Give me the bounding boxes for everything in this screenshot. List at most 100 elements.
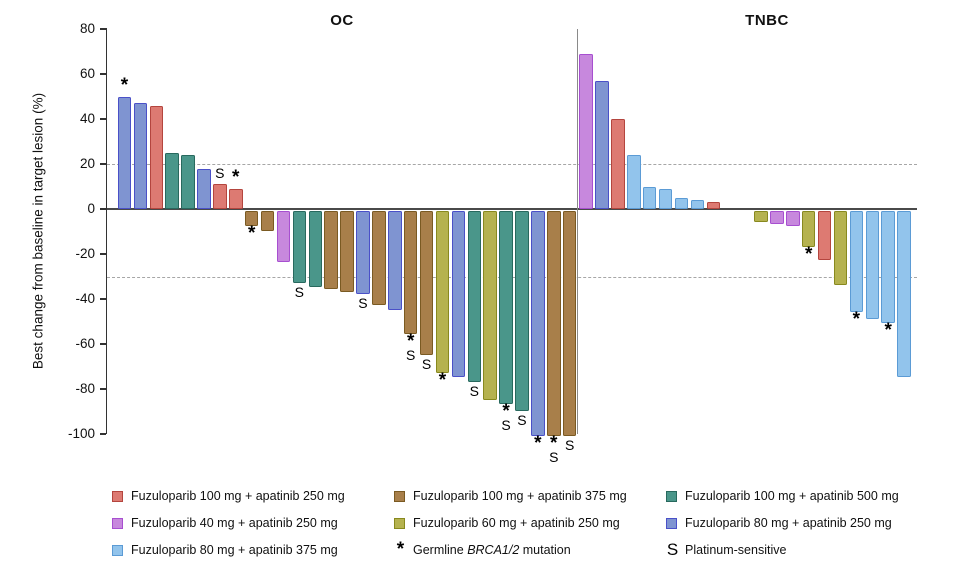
- bar-tnbc-7: [674, 197, 689, 209]
- legend-item-marker-brca: * Germline BRCA1/2 mutation: [394, 540, 571, 560]
- bar-tnbc-9: [706, 202, 720, 209]
- legend-swatch: [112, 517, 123, 529]
- legend-label: Platinum-sensitive: [685, 543, 787, 557]
- brca-mutation-mark: *: [120, 74, 129, 96]
- group-title-oc: OC: [330, 12, 354, 29]
- legend-swatch: [666, 490, 677, 502]
- brca-mutation-mark: *: [534, 432, 542, 454]
- bar-oc-2: [133, 103, 148, 209]
- group-separator-line: [577, 29, 579, 434]
- bar-oc-10: [260, 210, 275, 231]
- legend-label: Fuzuloparib 40 mg + apatinib 250 mg: [131, 516, 338, 530]
- bar-oc-12: [292, 210, 307, 283]
- y-tick-label: -80: [75, 381, 95, 396]
- group-title-tnbc: TNBC: [745, 12, 789, 29]
- bar-tnbc-19: [865, 210, 879, 319]
- platinum-sensitive-mark: S: [469, 382, 479, 399]
- y-tick-mark: [99, 118, 106, 120]
- legend-item-f100a375: Fuzuloparib 100 mg + apatinib 375 mg: [394, 486, 627, 506]
- platinum-sensitive-mark: S: [215, 165, 225, 182]
- y-tick-mark: [99, 208, 106, 210]
- brca-and-platinum-mark: * S: [549, 432, 559, 465]
- bar-tnbc-20: [881, 210, 895, 323]
- y-tick-label: 40: [79, 111, 95, 126]
- platinum-sensitive-mark: S: [358, 294, 368, 311]
- bar-tnbc-15: [801, 210, 816, 247]
- brca-and-platinum-mark: * S: [405, 331, 416, 364]
- bar-tnbc-3: [611, 119, 625, 209]
- y-tick-label: -20: [75, 246, 95, 261]
- bar-oc-24: [483, 210, 497, 400]
- bar-oc-8: [229, 188, 243, 209]
- legend-swatch: [112, 544, 123, 556]
- platinum-sensitive-mark: S: [564, 436, 575, 453]
- bar-tnbc-6: [658, 188, 673, 209]
- brca-mutation-mark: *: [852, 308, 861, 330]
- bar-oc-22: [451, 210, 466, 377]
- legend-item-f100a500: Fuzuloparib 100 mg + apatinib 500 mg: [666, 486, 899, 506]
- s-marker-icon: S: [666, 540, 679, 559]
- y-tick-label: -100: [67, 426, 95, 441]
- legend-swatch: [666, 517, 677, 529]
- legend-label: Fuzuloparib 100 mg + apatinib 250 mg: [131, 489, 345, 503]
- bar-oc-1: [117, 96, 132, 209]
- legend-swatch: [394, 517, 405, 529]
- brca-mutation-mark: *: [804, 243, 813, 265]
- bar-tnbc-14: [786, 210, 800, 227]
- y-tick-label: 60: [79, 66, 95, 81]
- y-tick-mark: [99, 433, 106, 435]
- bar-oc-5: [181, 155, 195, 209]
- legend-item-f100a250: Fuzuloparib 100 mg + apatinib 250 mg: [112, 486, 345, 506]
- y-tick-mark: [99, 343, 106, 345]
- y-tick-mark: [99, 388, 106, 390]
- bar-oc-11: [276, 210, 291, 263]
- bar-tnbc-12: [754, 210, 768, 222]
- bar-oc-9: [244, 210, 259, 227]
- brca-mutation-mark: *: [247, 223, 256, 245]
- bar-oc-19: [403, 210, 418, 335]
- zero-baseline: [107, 208, 917, 210]
- legend-label: Fuzuloparib 100 mg + apatinib 500 mg: [685, 489, 899, 503]
- y-tick-mark: [99, 73, 106, 75]
- bar-oc-29: [562, 210, 577, 436]
- bar-tnbc-21: [897, 210, 911, 377]
- legend-item-marker-platinum: S Platinum-sensitive: [666, 540, 787, 560]
- bar-oc-28: [547, 210, 561, 436]
- y-tick-label: 20: [79, 156, 95, 171]
- y-axis-line: [105, 28, 107, 434]
- legend-label: Fuzuloparib 80 mg + apatinib 250 mg: [685, 516, 892, 530]
- brca-and-platinum-mark: * S: [501, 401, 511, 433]
- y-tick-label: -60: [75, 336, 95, 351]
- legend-swatch: [394, 490, 405, 502]
- legend-item-f80a250: Fuzuloparib 80 mg + apatinib 250 mg: [666, 513, 892, 533]
- y-tick-label: -40: [75, 291, 95, 306]
- reference-line-20: [107, 164, 917, 165]
- y-axis-label: Best change from baseline in target lesi…: [30, 92, 46, 370]
- asterisk-marker-icon: *: [396, 539, 405, 560]
- legend-label: Germline BRCA1/2 mutation: [413, 543, 571, 557]
- bar-oc-20: [419, 210, 434, 355]
- bar-oc-15: [340, 210, 354, 292]
- legend-item-f60a250: Fuzuloparib 60 mg + apatinib 250 mg: [394, 513, 620, 533]
- brca-mutation-mark: *: [232, 166, 240, 188]
- bar-tnbc-1: [579, 53, 593, 209]
- bar-oc-6: [197, 168, 211, 209]
- bar-tnbc-17: [833, 210, 848, 285]
- legend-label: Fuzuloparib 80 mg + apatinib 375 mg: [131, 543, 338, 557]
- bar-tnbc-5: [642, 186, 657, 209]
- brca-mutation-mark: *: [438, 369, 447, 391]
- brca-mutation-mark: *: [884, 320, 892, 341]
- bar-oc-25: [499, 210, 513, 404]
- platinum-sensitive-mark: S: [294, 283, 305, 300]
- bar-oc-7: [213, 184, 227, 209]
- y-tick-mark: [99, 298, 106, 300]
- bar-oc-4: [165, 152, 179, 209]
- y-tick-mark: [99, 253, 106, 255]
- bar-oc-13: [308, 210, 322, 287]
- bar-tnbc-2: [595, 80, 609, 209]
- legend-item-f80a375: Fuzuloparib 80 mg + apatinib 375 mg: [112, 540, 338, 560]
- y-tick-mark: [99, 28, 106, 30]
- bar-oc-21: [435, 210, 450, 373]
- bar-tnbc-16: [817, 210, 832, 260]
